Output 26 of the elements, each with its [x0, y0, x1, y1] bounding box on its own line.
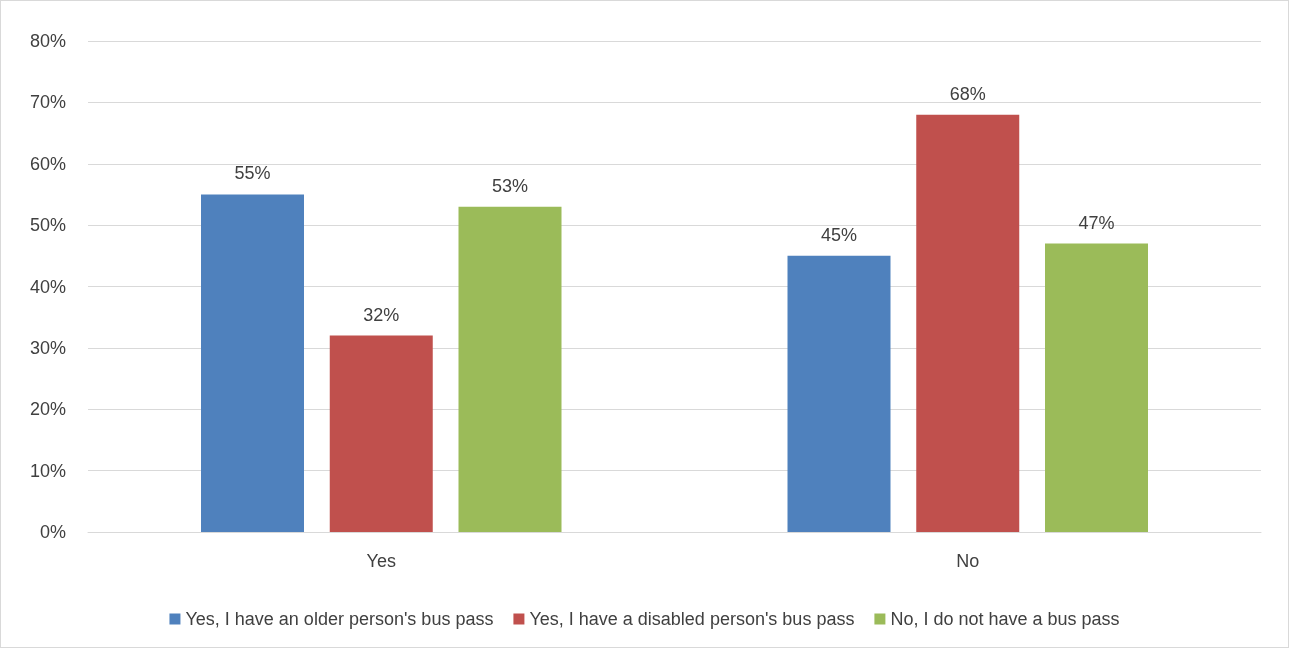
y-tick-label: 30% [29, 337, 66, 358]
bar [1045, 243, 1148, 532]
y-tick-label: 60% [29, 153, 66, 174]
data-label: 32% [363, 304, 400, 325]
y-tick-label: 10% [29, 460, 66, 481]
y-tick-label: 80% [29, 31, 66, 51]
data-label: 55% [234, 163, 271, 184]
data-label: 53% [491, 175, 529, 196]
data-label: 47% [1078, 212, 1115, 233]
x-tick-label: Yes [366, 551, 396, 571]
legend-label: Yes, I have a disabled person's bus pass [529, 609, 855, 629]
bar [916, 114, 1020, 532]
y-tick-label: 50% [29, 215, 66, 236]
bar [458, 206, 562, 532]
data-label: 45% [820, 224, 858, 245]
legend-label: Yes, I have an older person's bus pass [185, 609, 494, 629]
bar [787, 255, 891, 532]
y-tick-label: 0% [39, 522, 66, 542]
data-label: 68% [949, 83, 986, 104]
bar [201, 194, 304, 532]
legend-label: No, I do not have a bus pass [890, 609, 1120, 629]
y-tick-label: 40% [29, 276, 66, 297]
bar [329, 335, 433, 532]
y-tick-label: 20% [29, 399, 66, 420]
x-tick-label: No [956, 551, 980, 571]
y-tick-label: 70% [29, 92, 66, 113]
